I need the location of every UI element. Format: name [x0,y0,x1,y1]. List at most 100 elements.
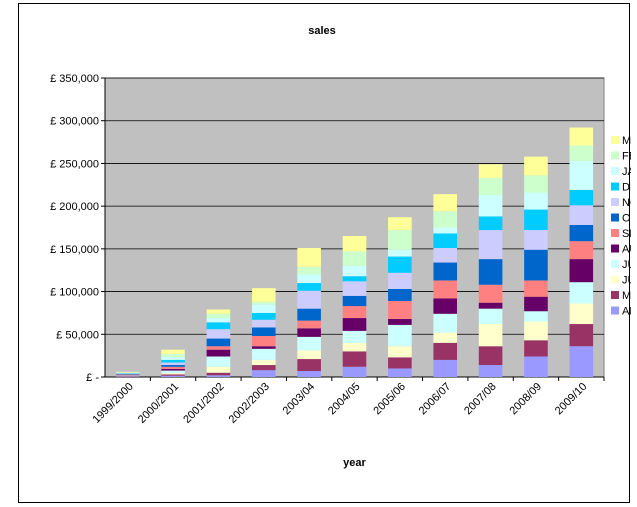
bar-segment-jan [433,227,458,234]
bar-segment-sep [206,346,231,350]
bar-segment-feb [478,177,503,196]
bar-segment-mar [251,288,276,302]
bar-segment-may [478,346,503,366]
bar-segment-sep [297,320,321,329]
bar-segment-sep [161,366,185,369]
legend-label-aug: AUG [622,244,631,256]
bar-segment-july [297,336,321,351]
bar-segment-may [206,372,231,376]
bar-segment-apr [161,375,185,377]
bar-segment-june [297,350,321,360]
bar-segment-dec [478,216,503,231]
bar-segment-aug [161,368,185,371]
stacked-bar-chart: sales £ - £ 50,000 £ 100,000 £ 150,000 £ 200,… [50,25,631,469]
bar-segment-sep [388,300,412,319]
x-tick-label: 2009/10 [553,381,590,418]
bar-segment-sep [524,280,548,297]
y-tick-label: £ - [86,372,99,384]
x-tick-label: 2008/09 [507,381,544,418]
bar-segment-feb [433,211,458,228]
x-tick-label: 2001/2002 [181,381,226,426]
bar-segment-june [433,332,458,343]
legend-label-oct: OCT [622,213,631,225]
bar-segment-may [524,340,548,357]
bar-segment-oct [433,262,458,281]
bar-segment-july [206,356,231,367]
bar-segment-may [433,342,458,360]
bar-segment-feb [206,313,231,319]
bar-segment-nov [206,329,231,339]
bar-segment-sep [251,335,276,347]
legend-label-may: MAY [622,290,631,302]
legend-swatch-aug [611,244,619,253]
legend-label-apr: APR [622,306,631,318]
bar-segment-mar [478,164,503,178]
bar-segment-nov [569,205,594,225]
bar-segment-jan [161,356,185,360]
bar-segment-june [251,359,276,366]
bar-segment-aug [297,328,321,337]
x-tick-label: 2005/06 [371,381,408,418]
bar-segment-apr [297,371,321,377]
bar-segment-feb [161,353,185,357]
legend-label-mar: MAR [622,135,631,147]
bar-segment-feb [342,251,367,266]
bar-segment-jan [206,318,231,323]
bar-segment-apr [342,366,367,377]
bar-segment-july [388,324,412,347]
bar-segment-july [251,348,276,360]
bar-segment-jan [342,265,367,277]
bar-segment-aug [478,302,503,309]
bar-segment-may [388,357,412,369]
bar-segment-may [297,359,321,372]
bar-segment-dec [342,276,367,282]
bar-segment-apr [569,346,594,377]
bar-segment-dec [206,322,231,330]
bar-segment-feb [297,266,321,275]
bar-segment-july [161,370,185,374]
chart-frame: sales £ - £ 50,000 £ 100,000 £ 150,000 £ 200,… [18,3,631,503]
bar-segment-dec [569,189,594,206]
legend-swatch-mar [611,136,619,144]
bar-segment-aug [206,349,231,357]
legend-swatch-oct [611,213,619,222]
bar-segment-jan [569,160,594,190]
bar-segment-dec [433,233,458,249]
bar-segment-oct [569,224,594,242]
bar-segment-nov [342,281,367,296]
legend-label-nov: NOV [622,197,631,209]
bar-segment-oct [524,249,548,281]
bar-segment-mar [342,236,367,252]
legend-label-feb: FEB [622,151,631,163]
bar-segment-june [388,346,412,358]
bar-segment-feb [251,301,276,305]
bar-segment-sep [433,280,458,299]
legend-swatch-may [611,291,619,299]
bar-segment-aug [569,259,594,283]
bar-segment-jan [478,195,503,217]
legend-label-jan: JAN [622,166,631,178]
bar-segment-feb [388,230,412,250]
y-tick-label: £ 300,000 [50,116,99,128]
bar-segment-aug [524,296,548,312]
bar-segment-oct [251,327,276,336]
chart-title: sales [308,25,336,37]
bar-segment-feb [569,145,594,161]
legend-label-july: JULY [622,259,631,271]
bar-segment-apr [524,356,548,377]
legend-swatch-jan [611,167,619,175]
bar-segment-nov [433,248,458,263]
bar-segment-dec [161,359,185,363]
bar-segment-mar [433,194,458,212]
bar-segment-apr [206,375,231,377]
bar-segment-jan [388,249,412,257]
bar-segment-apr [388,368,412,377]
y-tick-label: £ 150,000 [50,244,99,256]
bar-segment-sep [342,306,367,319]
bar-segment-aug [388,318,412,325]
legend-label-sep: SEP [622,228,631,240]
bar-segment-oct [388,289,412,301]
bar-segment-nov [297,290,321,309]
bar-segment-nov [251,319,276,328]
bar-segment-sep [569,241,594,260]
